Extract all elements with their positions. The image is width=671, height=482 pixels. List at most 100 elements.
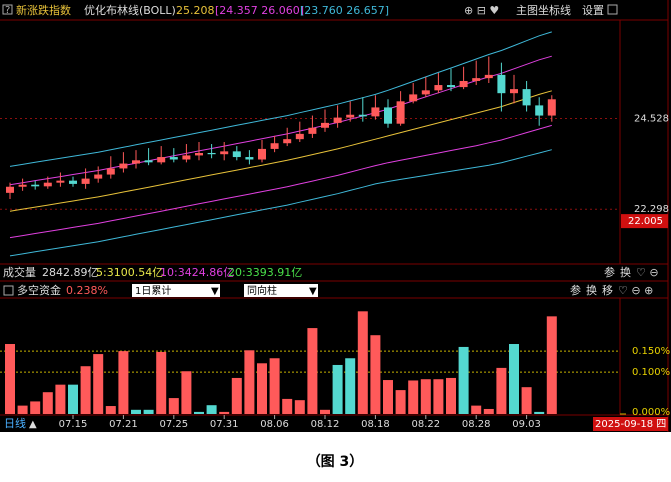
dropdown[interactable] bbox=[244, 284, 318, 297]
candle-body bbox=[346, 114, 355, 118]
bar bbox=[219, 411, 230, 414]
caption: （图 3） bbox=[307, 454, 364, 470]
candle-body bbox=[31, 184, 40, 187]
dropdown[interactable] bbox=[132, 284, 220, 297]
x-tick-label: 09.03 bbox=[512, 419, 541, 430]
candle-body bbox=[258, 148, 266, 160]
button[interactable]: 主图 bbox=[516, 4, 538, 17]
candle-body bbox=[182, 155, 191, 160]
bar bbox=[345, 358, 356, 414]
bar bbox=[282, 398, 293, 414]
button[interactable]: 换 bbox=[586, 283, 597, 297]
candle-body bbox=[245, 157, 254, 160]
indicator-name: 优化布林线(BOLL) bbox=[84, 3, 176, 17]
button[interactable]: 参 bbox=[604, 265, 615, 279]
bar bbox=[68, 384, 78, 414]
candle-body bbox=[169, 157, 178, 160]
button[interactable]: 换 bbox=[620, 265, 631, 279]
icon[interactable] bbox=[2, 4, 13, 15]
candle-body bbox=[207, 152, 216, 155]
fund-value: 0.238% bbox=[66, 284, 108, 297]
period[interactable]: 日线 bbox=[4, 416, 26, 430]
bar bbox=[143, 409, 154, 414]
candle-body bbox=[421, 90, 430, 95]
outer-band: [23.760 26.657] bbox=[300, 4, 389, 17]
bar bbox=[156, 351, 167, 414]
bar bbox=[534, 411, 545, 414]
bar bbox=[332, 364, 343, 414]
icon[interactable]: ⊕ ⊟ ♥ bbox=[464, 4, 499, 17]
current-price: 22.005 bbox=[628, 216, 663, 227]
button[interactable]: 设置 bbox=[582, 4, 604, 17]
bar bbox=[181, 371, 192, 414]
candle-body bbox=[358, 114, 367, 117]
bar bbox=[168, 398, 179, 414]
button[interactable]: 参 bbox=[570, 283, 581, 297]
candle-body bbox=[157, 157, 166, 163]
bar bbox=[433, 379, 444, 414]
bar bbox=[42, 392, 53, 414]
y-tick-label: 24.528 bbox=[634, 113, 669, 124]
bar bbox=[294, 400, 305, 414]
bar bbox=[194, 411, 204, 414]
candle-body bbox=[522, 89, 531, 106]
candle-body bbox=[497, 74, 506, 94]
index-name: 新涨跌指数 bbox=[16, 3, 71, 17]
candle-body bbox=[195, 152, 203, 156]
bar bbox=[5, 344, 15, 414]
candle-body bbox=[6, 186, 14, 193]
date-box bbox=[593, 417, 668, 431]
icon[interactable] bbox=[3, 285, 14, 296]
period-arrow: ▲ bbox=[29, 419, 37, 430]
x-tick-label: 07.31 bbox=[210, 419, 239, 430]
bar bbox=[30, 401, 41, 414]
y-tick-label: 22.298 bbox=[634, 204, 669, 215]
bar bbox=[307, 328, 318, 414]
bar bbox=[357, 311, 368, 414]
volume-ma5: 5:3100.54亿 bbox=[96, 266, 163, 279]
band-line bbox=[9, 149, 552, 257]
dropdown-arrow: ▼ bbox=[309, 286, 317, 297]
bar bbox=[17, 405, 28, 414]
candle-body bbox=[69, 180, 77, 184]
candle-body bbox=[371, 107, 380, 117]
candle-body bbox=[295, 133, 304, 140]
candle-body bbox=[270, 143, 279, 149]
x-tick-label: 07.21 bbox=[109, 419, 138, 430]
candle-body bbox=[94, 174, 103, 179]
bar bbox=[509, 344, 519, 414]
bar bbox=[521, 387, 532, 414]
candle-body bbox=[447, 85, 455, 88]
bar bbox=[80, 366, 91, 414]
button[interactable]: 移 bbox=[602, 284, 613, 297]
bar bbox=[370, 335, 381, 414]
fund-label: 多空资金 bbox=[17, 283, 61, 297]
y-tick-label: 0.150% bbox=[632, 346, 670, 357]
candle-body bbox=[409, 94, 418, 102]
bar bbox=[496, 367, 507, 414]
x-tick-label: 07.25 bbox=[159, 419, 188, 430]
bar bbox=[118, 351, 129, 414]
close-button[interactable] bbox=[607, 4, 618, 15]
bar bbox=[446, 377, 456, 414]
x-tick-label: 08.12 bbox=[311, 419, 340, 430]
bar bbox=[269, 358, 280, 414]
bar bbox=[383, 380, 393, 414]
candle-body bbox=[81, 178, 90, 184]
candle-body bbox=[283, 139, 292, 144]
icon[interactable]: ♡ ⊖ bbox=[636, 266, 659, 279]
volume-label: 成交量 bbox=[3, 265, 36, 279]
candle-body bbox=[321, 122, 329, 128]
button[interactable]: 坐标线 bbox=[538, 3, 571, 17]
bar bbox=[458, 346, 469, 414]
background bbox=[0, 0, 671, 432]
band-line bbox=[9, 90, 552, 212]
bar bbox=[131, 409, 141, 414]
icon-text: ? bbox=[5, 5, 10, 16]
volume-ma20: 20:3393.91亿 bbox=[228, 266, 302, 279]
candle-body bbox=[547, 99, 556, 116]
candle-body bbox=[56, 180, 65, 183]
icon[interactable]: ♡ ⊖ ⊕ bbox=[618, 284, 653, 297]
x-tick-label: 08.06 bbox=[260, 419, 289, 430]
